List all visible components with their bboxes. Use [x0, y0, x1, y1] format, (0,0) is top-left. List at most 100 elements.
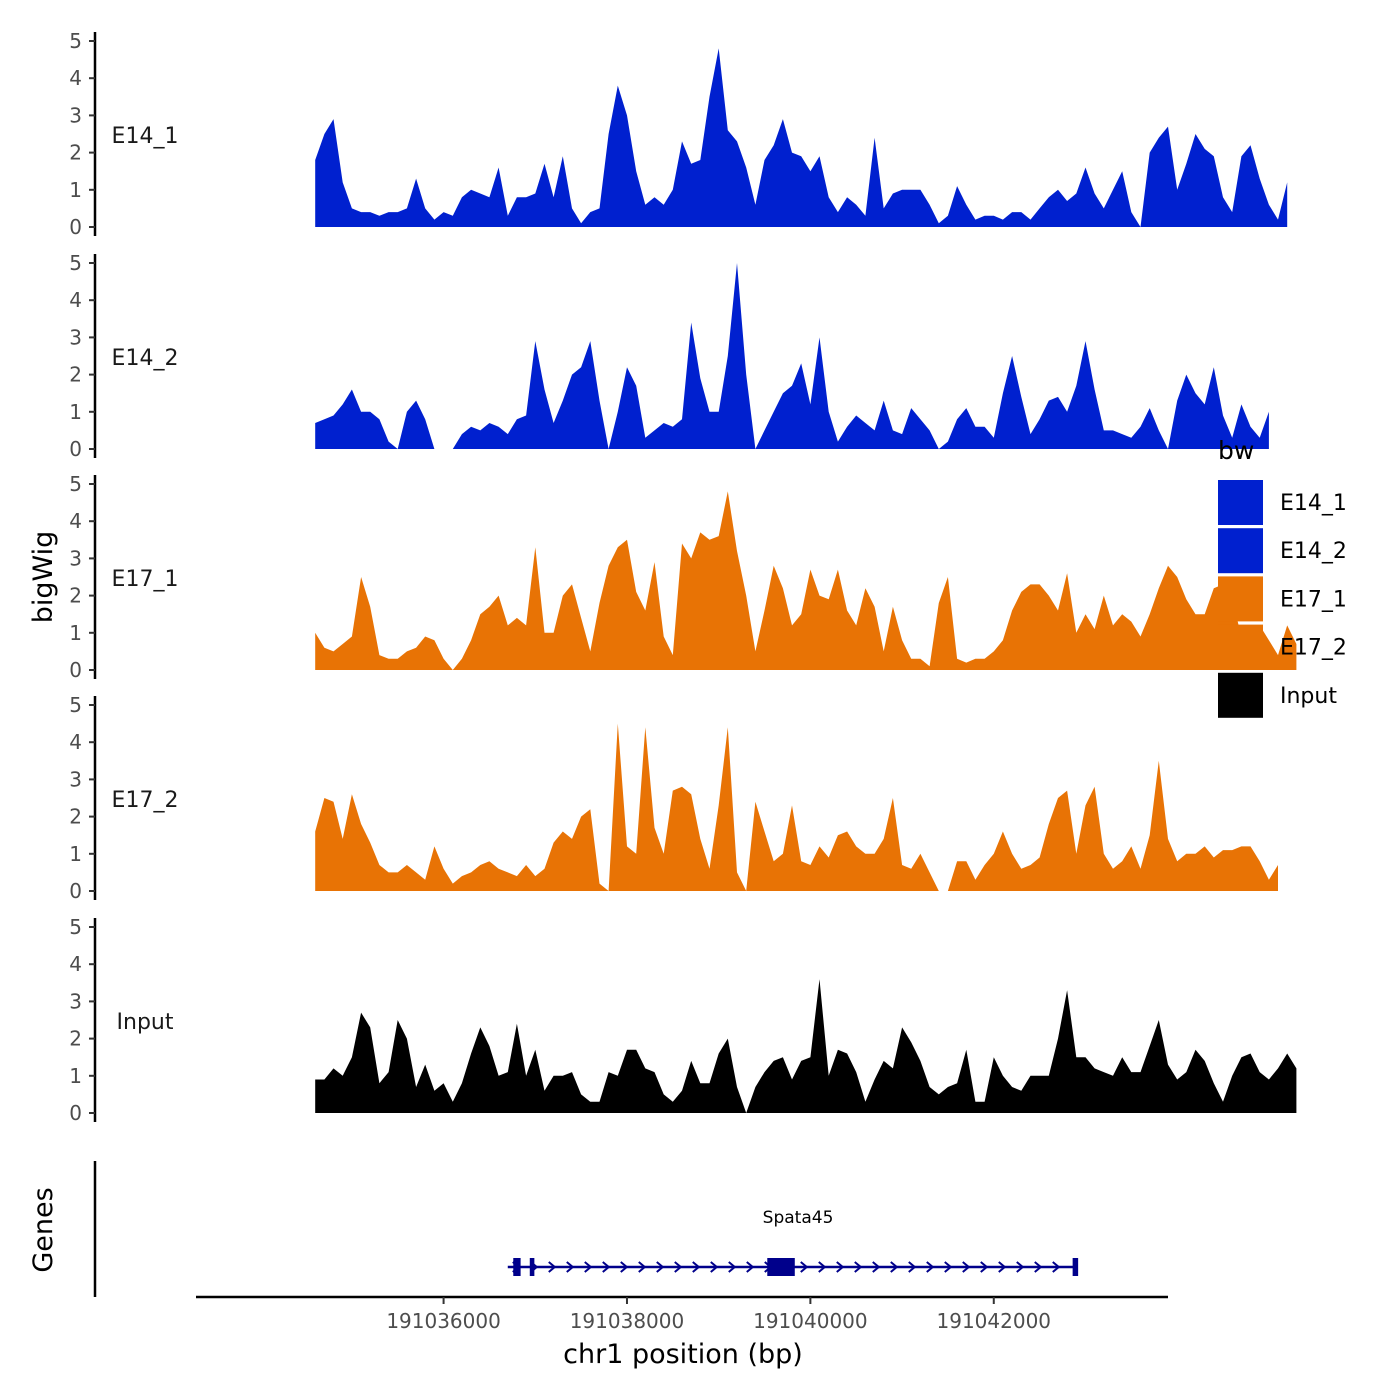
y-tick-label: 0	[69, 658, 82, 682]
strand-arrow	[584, 1261, 593, 1273]
track-panel-E14_1: 0 1 2 3 4 5 E14_1	[69, 29, 1288, 239]
gene-exon	[1072, 1258, 1079, 1276]
strand-arrow	[926, 1261, 935, 1273]
gene-exon	[513, 1258, 521, 1276]
y-tick-label: 1	[69, 621, 82, 645]
y-tick-label: 5	[69, 915, 82, 939]
y-tick-label: 4	[69, 952, 82, 976]
y-tick-label: 3	[69, 103, 82, 127]
x-tick-label: 191042000	[937, 1309, 1052, 1333]
gene-Spata45: Spata45	[507, 1208, 1079, 1276]
genes-axis-title: Genes	[28, 1187, 59, 1272]
y-tick-label: 3	[69, 546, 82, 570]
genes-layer: Spata45	[93, 1161, 1079, 1297]
y-tick-label: 1	[69, 1064, 82, 1088]
legend-swatch	[1218, 480, 1263, 525]
strand-arrow	[656, 1261, 665, 1273]
y-tick-label: 5	[69, 472, 82, 496]
strand-arrow	[818, 1261, 827, 1273]
strand-arrow	[854, 1261, 863, 1273]
y-tick-label: 1	[69, 400, 82, 424]
y-tick-label: 5	[69, 29, 82, 53]
y-tick-label: 0	[69, 879, 82, 903]
y-tick-label: 3	[69, 989, 82, 1013]
strand-arrow	[728, 1261, 737, 1273]
y-tick-label: 1	[69, 178, 82, 202]
track-label: E14_2	[112, 346, 179, 371]
strand-arrow	[908, 1261, 917, 1273]
gene-exon	[529, 1258, 535, 1276]
strand-arrow	[602, 1261, 611, 1273]
legend-swatch	[1218, 576, 1263, 622]
legend-label: E17_2	[1280, 636, 1347, 661]
y-tick-label: 2	[69, 363, 82, 387]
strand-arrow	[548, 1261, 557, 1273]
x-axis: 191036000 191038000 191040000 191042000	[196, 1295, 1168, 1333]
strand-arrow	[746, 1261, 755, 1273]
y-tick-label: 4	[69, 288, 82, 312]
y-tick-label: 3	[69, 767, 82, 791]
track-label: E17_2	[112, 788, 179, 813]
strand-arrow	[836, 1261, 845, 1273]
track-panel-E17_1: 0 1 2 3 4 5 E17_1	[69, 472, 1297, 682]
strand-arrow	[1016, 1261, 1025, 1273]
y-tick-label: 5	[69, 693, 82, 717]
strand-arrow	[800, 1261, 809, 1273]
x-tick-label: 191036000	[386, 1309, 501, 1333]
legend-title: bw	[1218, 436, 1254, 465]
y-tick-label: 0	[69, 1101, 82, 1125]
strand-arrow	[1034, 1261, 1043, 1273]
track-label: E14_1	[112, 124, 179, 149]
legend-label: E14_2	[1280, 539, 1347, 564]
strand-arrow	[692, 1261, 701, 1273]
track-panel-E17_2: 0 1 2 3 4 5 E17_2	[69, 693, 1278, 903]
strand-arrow	[962, 1261, 971, 1273]
strand-arrow	[674, 1261, 683, 1273]
y-tick-label: 5	[69, 251, 82, 275]
signal-area-Input	[315, 979, 1297, 1113]
strand-arrow	[710, 1261, 719, 1273]
strand-arrow	[566, 1261, 575, 1273]
track-panel-E14_2: 0 1 2 3 4 5 E14_2	[69, 251, 1269, 461]
y-tick-label: 4	[69, 730, 82, 754]
gene-exon	[767, 1258, 795, 1276]
strand-arrow	[980, 1261, 989, 1273]
strand-arrow	[890, 1261, 899, 1273]
y-tick-label: 2	[69, 141, 82, 165]
signal-area-E17_2	[315, 723, 1278, 891]
track-label: E17_1	[112, 567, 179, 592]
y-tick-label: 0	[69, 215, 82, 239]
legend-label: E14_1	[1280, 491, 1347, 516]
signal-area-E17_1	[315, 491, 1297, 670]
signal-area-E14_1	[315, 48, 1288, 228]
strand-arrow	[638, 1261, 647, 1273]
strand-arrow	[998, 1261, 1007, 1273]
tracks-layer: 0 1 2 3 4 5 E14_1 0 1 2 3 4 5 E14_2 0 1 2 3 4 5 E17_1 0 1 2 3 4 5 E…	[69, 29, 1297, 1125]
x-tick-label: 191038000	[570, 1309, 685, 1333]
strand-arrow	[944, 1261, 953, 1273]
legend-swatch	[1218, 624, 1263, 670]
track-label: Input	[117, 1010, 174, 1035]
y-tick-label: 2	[69, 584, 82, 608]
legend-swatch	[1218, 672, 1263, 718]
y-tick-label: 0	[69, 437, 82, 461]
legend-label: E17_1	[1280, 587, 1347, 612]
y-tick-label: 2	[69, 1027, 82, 1051]
track-panel-Input: 0 1 2 3 4 5 Input	[69, 915, 1297, 1125]
legend-label: Input	[1280, 684, 1337, 709]
y-tick-label: 4	[69, 66, 82, 90]
legend: bw E14_1 E14_2 E17_1 E17_2 Input	[1218, 436, 1347, 718]
y-tick-label: 4	[69, 509, 82, 533]
strand-arrow	[1052, 1261, 1061, 1273]
legend-swatch	[1218, 528, 1263, 574]
x-tick-label: 191040000	[753, 1309, 868, 1333]
y-tick-label: 3	[69, 325, 82, 349]
y-tick-label: 1	[69, 842, 82, 866]
y-axis-title: bigWig	[28, 531, 59, 624]
x-axis-title: chr1 position (bp)	[563, 1339, 803, 1370]
signal-area-E14_2	[315, 263, 1269, 449]
strand-arrow	[620, 1261, 629, 1273]
y-tick-label: 2	[69, 805, 82, 829]
gene-label: Spata45	[763, 1208, 834, 1228]
